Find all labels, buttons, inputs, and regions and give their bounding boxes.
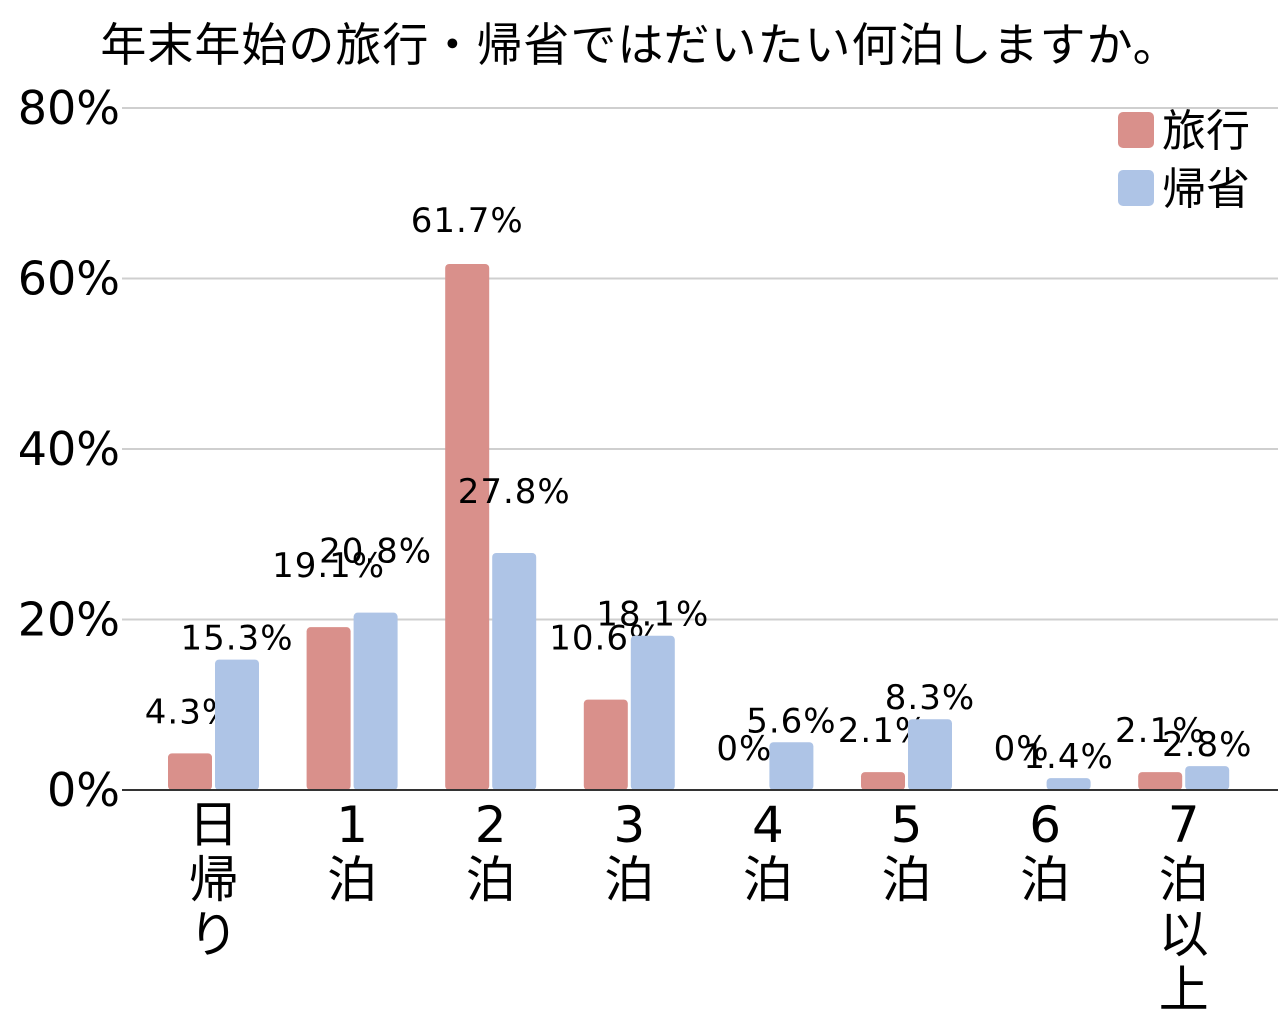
data-label-homecoming: 5.6% <box>746 701 836 741</box>
chart-title: 年末年始の旅行・帰省ではだいたい何泊しますか。 <box>100 18 1180 72</box>
data-label-travel: 2.1% <box>1115 711 1205 751</box>
x-tick-label: 日 <box>189 796 239 854</box>
x-tick-label: 泊 <box>1020 851 1070 909</box>
legend-label: 帰省 <box>1162 164 1250 215</box>
x-tick-label: 以 <box>1159 906 1209 964</box>
bar-homecoming <box>630 635 675 790</box>
x-tick-label: 4 <box>752 796 784 854</box>
x-tick-label: り <box>189 906 239 964</box>
legend-swatch <box>1118 170 1154 206</box>
y-tick-label: 40% <box>18 422 120 476</box>
y-tick-label: 80% <box>18 81 120 135</box>
data-label-homecoming: 18.1% <box>596 595 709 635</box>
data-label-travel: 61.7% <box>411 201 524 241</box>
data-label-homecoming: 2.8% <box>1162 725 1252 765</box>
bar-homecoming <box>1046 778 1091 790</box>
x-tick-label: 泊 <box>327 851 377 909</box>
data-label-homecoming: 15.3% <box>180 619 293 659</box>
y-tick-label: 20% <box>18 593 120 647</box>
bar-homecoming <box>353 612 398 790</box>
data-label-homecoming: 20.8% <box>319 532 432 572</box>
data-label-homecoming: 8.3% <box>885 678 975 718</box>
bar-homecoming <box>492 553 537 790</box>
bar-travel <box>861 772 905 790</box>
data-label-travel: 19.1% <box>272 546 385 586</box>
bar-homecoming <box>215 659 259 790</box>
x-tick-label: 5 <box>891 796 923 854</box>
data-label-homecoming: 27.8% <box>458 472 571 512</box>
bar-homecoming <box>769 742 814 790</box>
bar-homecoming <box>1185 766 1230 790</box>
data-label-homecoming: 1.4% <box>1023 737 1113 777</box>
legend-swatch <box>1118 112 1154 148</box>
x-tick-label: 2 <box>475 796 507 854</box>
x-tick-label: 泊 <box>882 851 932 909</box>
legend-label: 旅行 <box>1162 106 1250 157</box>
bar-travel <box>168 753 212 790</box>
x-tick-label: 3 <box>613 796 645 854</box>
bar-travel <box>1138 772 1183 790</box>
data-label-travel: 0% <box>994 729 1050 769</box>
data-label-travel: 0% <box>716 729 772 769</box>
x-tick-label: 帰 <box>189 851 239 909</box>
bar-homecoming <box>908 719 952 790</box>
x-tick-label: 7 <box>1168 796 1200 854</box>
x-tick-label: 泊 <box>1159 851 1209 909</box>
y-tick-label: 60% <box>18 252 120 306</box>
x-tick-label: 泊 <box>466 851 516 909</box>
x-tick-label: 6 <box>1029 796 1061 854</box>
x-tick-label: 泊 <box>743 851 793 909</box>
bar-travel <box>445 264 490 790</box>
y-tick-label: 0% <box>47 763 120 817</box>
bar-travel <box>583 699 628 790</box>
x-tick-label: 1 <box>336 796 368 854</box>
x-tick-label: 上 <box>1159 961 1209 1019</box>
bar-travel <box>306 627 351 790</box>
x-tick-label: 泊 <box>604 851 654 909</box>
